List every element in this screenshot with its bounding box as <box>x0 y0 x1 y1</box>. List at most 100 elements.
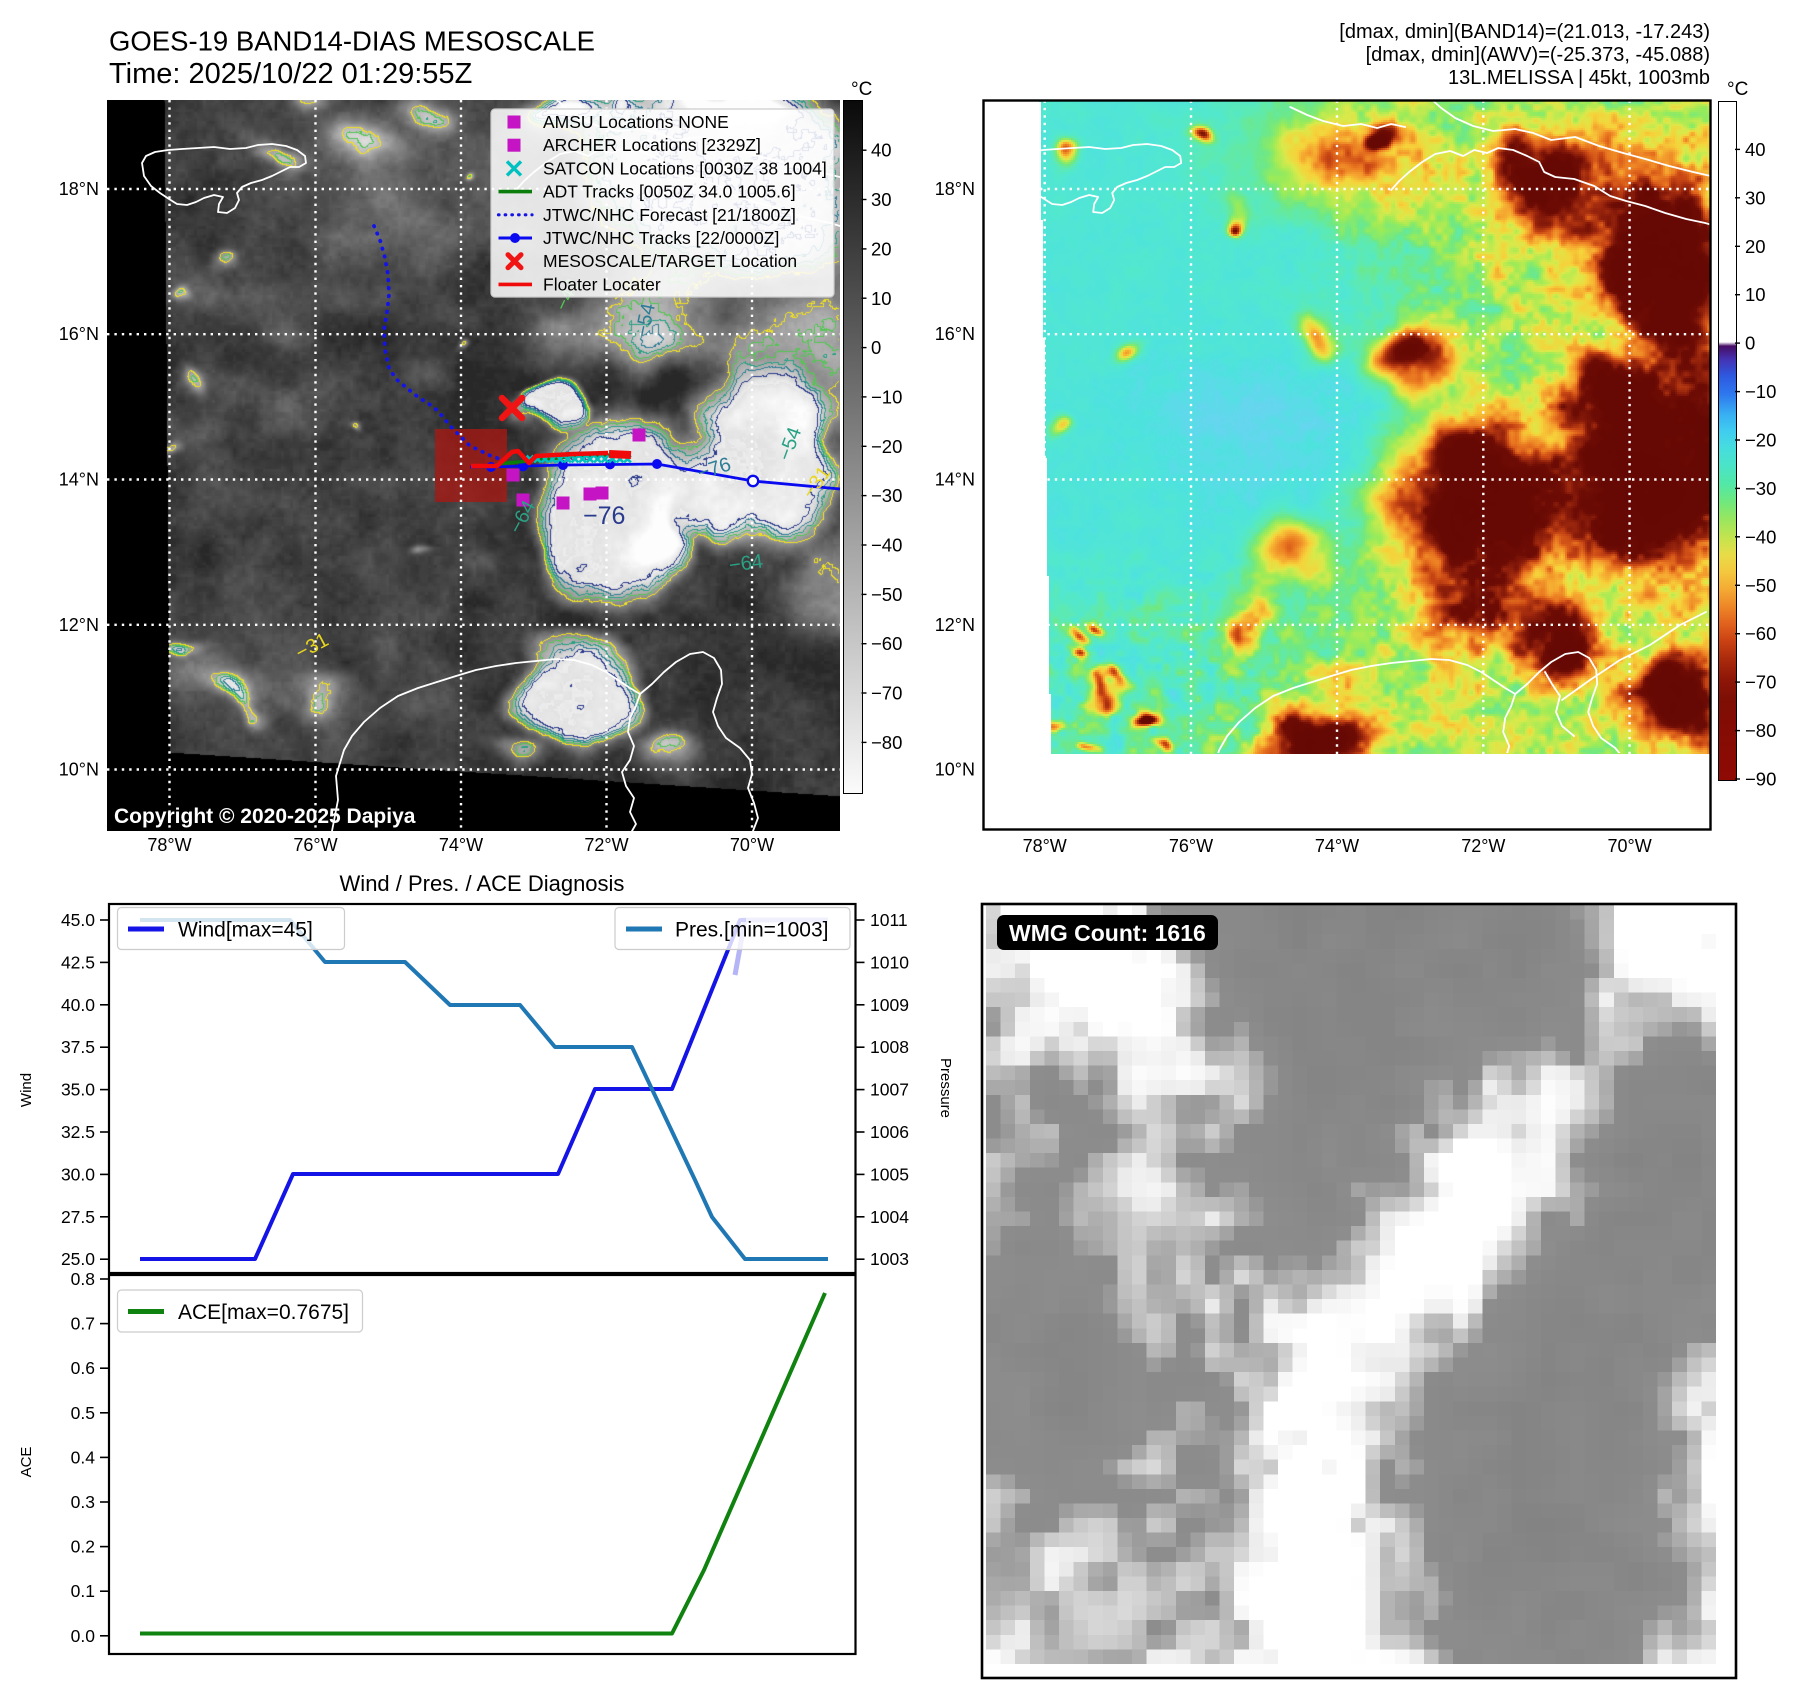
svg-text:−31: −31 <box>292 629 332 664</box>
svg-text:37.5: 37.5 <box>61 1037 95 1057</box>
svg-text:25.0: 25.0 <box>61 1249 95 1269</box>
svg-text:13L.MELISSA | 45kt, 1003mb: 13L.MELISSA | 45kt, 1003mb <box>1448 67 1710 89</box>
svg-text:10°N: 10°N <box>935 760 975 780</box>
svg-text:0.0: 0.0 <box>71 1626 96 1646</box>
svg-text:10: 10 <box>1745 284 1766 305</box>
svg-text:Pres.[min=1003]: Pres.[min=1003] <box>675 919 829 942</box>
svg-text:−30: −30 <box>1745 478 1776 499</box>
svg-text:1011: 1011 <box>870 910 908 930</box>
svg-text:−80: −80 <box>871 732 902 753</box>
svg-text:1004: 1004 <box>870 1207 909 1227</box>
svg-text:JTWC/NHC Tracks [22/0000Z]: JTWC/NHC Tracks [22/0000Z] <box>543 228 779 248</box>
svg-text:0.3: 0.3 <box>71 1492 95 1512</box>
svg-text:[dmax, dmin](BAND14)=(21.013,: [dmax, dmin](BAND14)=(21.013, -17.243) <box>1339 21 1710 43</box>
svg-text:18°N: 18°N <box>935 179 975 199</box>
svg-text:40: 40 <box>871 140 892 161</box>
svg-text:0.2: 0.2 <box>71 1537 95 1557</box>
svg-text:32.5: 32.5 <box>61 1122 95 1142</box>
svg-text:1005: 1005 <box>870 1164 909 1184</box>
svg-text:Copyright © 2020-2025 Dapiya: Copyright © 2020-2025 Dapiya <box>114 805 416 828</box>
svg-text:−70: −70 <box>871 683 902 704</box>
svg-text:14°N: 14°N <box>935 470 975 490</box>
svg-text:−70: −70 <box>1745 672 1776 693</box>
svg-text:16°N: 16°N <box>59 324 99 344</box>
svg-text:45.0: 45.0 <box>61 910 95 930</box>
svg-text:78°W: 78°W <box>1023 836 1067 856</box>
svg-text:ACE: ACE <box>18 1447 35 1478</box>
svg-text:Floater Locater: Floater Locater <box>543 274 661 294</box>
svg-text:1006: 1006 <box>870 1122 909 1142</box>
svg-text:16°N: 16°N <box>935 324 975 344</box>
svg-text:70°W: 70°W <box>730 835 774 855</box>
svg-text:0.8: 0.8 <box>71 1269 95 1289</box>
svg-text:27.5: 27.5 <box>61 1207 95 1227</box>
svg-text:Wind: Wind <box>18 1073 35 1107</box>
svg-text:Time: 2025/10/22 01:29:55Z: Time: 2025/10/22 01:29:55Z <box>109 58 472 90</box>
svg-text:JTWC/NHC Forecast [21/1800Z]: JTWC/NHC Forecast [21/1800Z] <box>543 205 796 225</box>
svg-text:WMG Count: 1616: WMG Count: 1616 <box>1009 920 1206 946</box>
svg-text:ADT Tracks [0050Z 34.0 1005.6]: ADT Tracks [0050Z 34.0 1005.6] <box>543 182 796 202</box>
svg-text:1009: 1009 <box>870 995 909 1015</box>
svg-text:1003: 1003 <box>870 1249 909 1269</box>
svg-text:1010: 1010 <box>870 952 909 972</box>
svg-text:Wind / Pres. / ACE Diagnosis: Wind / Pres. / ACE Diagnosis <box>340 871 625 896</box>
svg-text:°C: °C <box>1727 79 1748 100</box>
svg-text:−80: −80 <box>1745 720 1776 741</box>
svg-text:−54: −54 <box>774 424 806 463</box>
svg-text:SATCON Locations [0030Z 38 100: SATCON Locations [0030Z 38 1004] <box>543 158 827 178</box>
svg-text:78°W: 78°W <box>147 835 191 855</box>
svg-text:MESOSCALE/TARGET Location: MESOSCALE/TARGET Location <box>543 251 797 271</box>
svg-text:Pressure: Pressure <box>937 1058 954 1118</box>
svg-text:1007: 1007 <box>870 1080 909 1100</box>
svg-text:0.6: 0.6 <box>71 1358 95 1378</box>
svg-text:0: 0 <box>871 337 881 358</box>
svg-text:12°N: 12°N <box>59 615 99 635</box>
svg-text:0: 0 <box>1745 333 1755 354</box>
svg-text:74°W: 74°W <box>439 835 483 855</box>
svg-text:GOES-19 BAND14-DIAS MESOSCALE: GOES-19 BAND14-DIAS MESOSCALE <box>109 26 595 57</box>
svg-text:ACE[max=0.7675]: ACE[max=0.7675] <box>178 1301 349 1324</box>
svg-text:−64: −64 <box>505 497 540 537</box>
svg-text:Wind[max=45]: Wind[max=45] <box>178 919 313 942</box>
svg-text:0.7: 0.7 <box>71 1314 95 1334</box>
svg-text:76°W: 76°W <box>293 835 337 855</box>
svg-text:ARCHER Locations [2329Z]: ARCHER Locations [2329Z] <box>543 135 761 155</box>
svg-text:−40: −40 <box>871 535 902 556</box>
svg-text:0.4: 0.4 <box>71 1447 96 1467</box>
svg-text:10°N: 10°N <box>59 760 99 780</box>
svg-text:30.0: 30.0 <box>61 1164 95 1184</box>
svg-text:14°N: 14°N <box>59 470 99 490</box>
svg-text:−40: −40 <box>1745 526 1776 547</box>
svg-text:−50: −50 <box>871 584 902 605</box>
svg-text:30: 30 <box>871 189 892 210</box>
svg-text:76°W: 76°W <box>1169 836 1213 856</box>
svg-text:42.5: 42.5 <box>61 952 95 972</box>
svg-text:74°W: 74°W <box>1315 836 1359 856</box>
svg-text:AMSU Locations NONE: AMSU Locations NONE <box>543 112 729 132</box>
svg-text:10: 10 <box>871 288 892 309</box>
svg-text:−50: −50 <box>1745 575 1776 596</box>
svg-text:−10: −10 <box>871 386 902 407</box>
svg-text:−76: −76 <box>583 502 625 530</box>
svg-text:[dmax, dmin](AWV)=(-25.373, -4: [dmax, dmin](AWV)=(-25.373, -45.088) <box>1366 44 1710 66</box>
svg-text:−30: −30 <box>871 485 902 506</box>
svg-text:20: 20 <box>1745 236 1766 257</box>
svg-text:0.5: 0.5 <box>71 1403 95 1423</box>
svg-text:°C: °C <box>851 79 872 100</box>
svg-text:−20: −20 <box>1745 430 1776 451</box>
svg-text:70°W: 70°W <box>1607 836 1651 856</box>
svg-text:72°W: 72°W <box>1461 836 1505 856</box>
svg-text:12°N: 12°N <box>935 615 975 635</box>
svg-text:1008: 1008 <box>870 1037 909 1057</box>
svg-text:18°N: 18°N <box>59 179 99 199</box>
svg-text:−76: −76 <box>695 453 734 484</box>
svg-text:40.0: 40.0 <box>61 995 95 1015</box>
svg-text:0.1: 0.1 <box>71 1581 95 1601</box>
svg-text:−60: −60 <box>1745 623 1776 644</box>
svg-text:20: 20 <box>871 238 892 259</box>
svg-text:−10: −10 <box>1745 381 1776 402</box>
svg-text:40: 40 <box>1745 139 1766 160</box>
svg-text:−90: −90 <box>1745 769 1776 790</box>
svg-text:−60: −60 <box>871 633 902 654</box>
svg-text:−20: −20 <box>871 436 902 457</box>
